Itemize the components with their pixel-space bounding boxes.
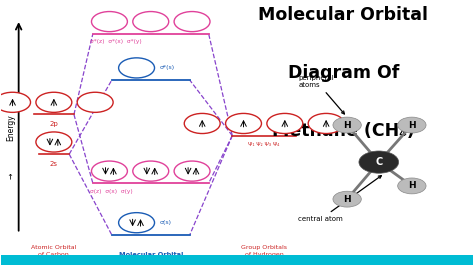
Circle shape: [118, 58, 155, 78]
Circle shape: [133, 11, 169, 32]
Circle shape: [133, 161, 169, 181]
Circle shape: [174, 161, 210, 181]
Circle shape: [91, 161, 128, 181]
Circle shape: [267, 113, 303, 134]
Text: σ(s): σ(s): [159, 220, 171, 225]
Circle shape: [174, 11, 210, 32]
Circle shape: [398, 117, 426, 133]
Circle shape: [36, 132, 72, 152]
Circle shape: [91, 11, 128, 32]
Circle shape: [333, 117, 361, 133]
Text: →: →: [7, 172, 16, 178]
Text: σ(z)  σ(x)  σ(y): σ(z) σ(x) σ(y): [91, 189, 133, 194]
Circle shape: [0, 92, 30, 112]
Circle shape: [36, 92, 72, 112]
Text: σ*(s): σ*(s): [159, 65, 174, 70]
Text: Energy: Energy: [7, 114, 16, 141]
Text: Diagram Of: Diagram Of: [288, 64, 399, 82]
Circle shape: [77, 92, 113, 112]
Circle shape: [118, 213, 155, 233]
Text: H: H: [408, 181, 416, 190]
Text: 2p: 2p: [49, 121, 58, 127]
Circle shape: [184, 113, 220, 134]
Text: Ψ₁ Ψ₂ Ψ₃ Ψ₄: Ψ₁ Ψ₂ Ψ₃ Ψ₄: [248, 142, 280, 147]
Circle shape: [308, 113, 344, 134]
Text: H: H: [343, 120, 351, 130]
Text: 2s: 2s: [50, 161, 58, 167]
Text: C: C: [375, 157, 383, 167]
Text: Atomic Orbital
of Carbon: Atomic Orbital of Carbon: [31, 246, 76, 257]
Text: central atom: central atom: [299, 176, 382, 222]
Text: Group Orbitals
of Hydrogen: Group Orbitals of Hydrogen: [241, 246, 287, 257]
Text: Molecular Orbital: Molecular Orbital: [118, 252, 183, 258]
Text: peripheral
atoms: peripheral atoms: [299, 75, 345, 114]
Text: Molecular Orbital: Molecular Orbital: [258, 6, 428, 24]
Text: H: H: [408, 120, 416, 130]
Circle shape: [359, 151, 399, 173]
Text: H: H: [343, 195, 351, 204]
Text: Methane (CH₄): Methane (CH₄): [272, 122, 415, 140]
Circle shape: [333, 191, 361, 207]
Text: σ*(z)  σ*(x)  σ*(y): σ*(z) σ*(x) σ*(y): [91, 39, 142, 44]
Circle shape: [226, 113, 262, 134]
Bar: [0, 255, 474, 265]
Circle shape: [398, 178, 426, 194]
